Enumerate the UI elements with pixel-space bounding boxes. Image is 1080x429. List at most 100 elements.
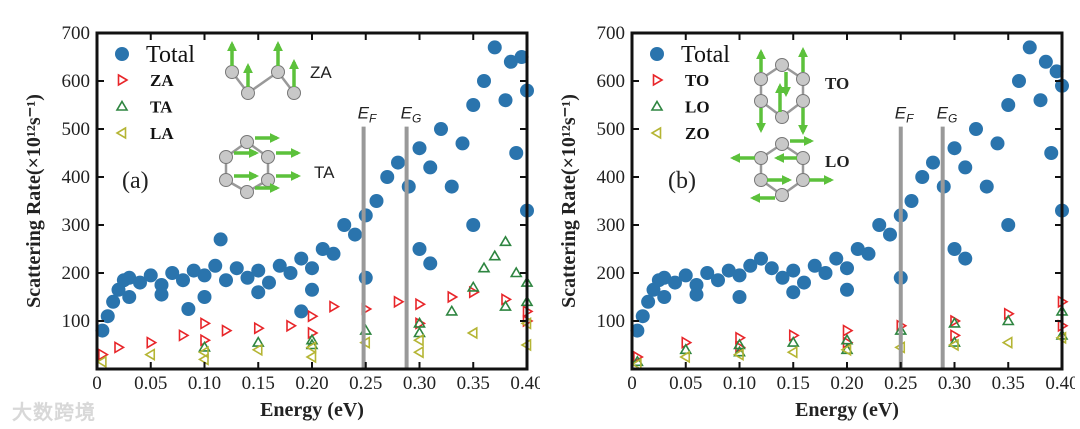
data-points — [630, 40, 1069, 371]
data-point-ta — [488, 249, 502, 261]
arrow-head — [270, 183, 280, 193]
energy-marker-subscript: F — [906, 112, 914, 126]
x-tick-label: 0.40 — [1045, 373, 1075, 394]
chart-panel-b: EF EG 100 200 300 400 500 600 700 0 0.05 0.10 0.15 0.… — [558, 23, 1075, 421]
data-point-total — [732, 268, 747, 283]
data-point-total — [657, 270, 672, 285]
data-point-ta — [509, 266, 523, 278]
data-point-total — [947, 141, 962, 156]
y-tick-label: 700 — [62, 23, 91, 44]
data-point-zo — [786, 345, 798, 359]
data-point-la — [466, 326, 478, 340]
data-point-total — [412, 141, 427, 156]
data-point-total — [732, 290, 747, 304]
data-point-total — [915, 170, 930, 184]
data-point-total — [743, 258, 758, 273]
atom — [240, 185, 254, 199]
data-point-la — [95, 355, 107, 369]
y-tick-label: 600 — [62, 71, 91, 92]
data-point-ta — [445, 304, 459, 316]
watermark: 大数跨境 — [12, 400, 96, 424]
data-point-total — [668, 275, 682, 290]
data-point-total — [641, 294, 656, 309]
data-point-total — [305, 261, 319, 276]
data-point-za — [447, 290, 459, 304]
data-point-total — [503, 54, 518, 69]
data-point-la — [197, 353, 209, 366]
data-point-la — [144, 348, 156, 361]
arrow-head — [243, 63, 253, 73]
y-tick-label: 500 — [62, 119, 91, 140]
data-point-total — [154, 287, 169, 302]
data-point-total — [711, 273, 725, 288]
arrow-head — [774, 153, 784, 163]
data-point-za — [415, 297, 427, 311]
data-point-total — [143, 268, 158, 283]
data-point-total — [208, 258, 223, 273]
data-point-za — [178, 329, 190, 342]
data-point-total — [797, 275, 811, 290]
data-point-total — [251, 263, 266, 278]
y-tick-label: 400 — [597, 167, 626, 188]
data-point-total — [818, 266, 833, 280]
y-axis-title: Scattering Rate(×10¹²s⁻¹) — [23, 94, 45, 308]
data-point-total — [305, 282, 319, 297]
atom — [225, 65, 239, 79]
data-point-total — [455, 136, 470, 151]
x-tick-label: 0.25 — [349, 373, 382, 394]
data-point-total — [197, 290, 212, 304]
data-point-zo — [630, 357, 642, 371]
data-point-zo — [1001, 336, 1013, 349]
data-point-total — [861, 246, 876, 261]
data-point-la — [305, 341, 317, 354]
data-point-total — [630, 323, 645, 338]
atom — [271, 65, 285, 79]
data-point-total — [1038, 54, 1053, 69]
data-point-total — [444, 179, 459, 194]
data-point-total — [872, 218, 887, 232]
y-tick-label: 500 — [597, 119, 626, 140]
data-point-total — [700, 266, 715, 280]
atom — [219, 150, 233, 164]
legend-marker-la — [115, 126, 127, 140]
atom — [754, 173, 768, 187]
data-point-za — [307, 309, 319, 323]
data-point-total — [337, 218, 352, 232]
data-point-total — [122, 270, 137, 285]
data-point-ta — [477, 261, 491, 273]
atom — [261, 150, 275, 164]
energy-marker-subscript: G — [412, 112, 421, 126]
arrow-head — [249, 171, 259, 181]
y-tick-label: 600 — [597, 71, 626, 92]
legend-label-total: Total — [681, 42, 730, 68]
x-tick-label: 0.30 — [403, 373, 436, 394]
data-point-total — [1022, 40, 1037, 55]
atom — [241, 86, 255, 100]
legend-label-ta: TA — [150, 98, 173, 117]
legend-marker-total — [115, 47, 129, 61]
data-point-zo — [679, 350, 691, 364]
data-point-total — [213, 232, 228, 247]
data-point-lo — [786, 336, 800, 347]
data-point-total — [348, 227, 362, 242]
data-point-la — [412, 345, 424, 359]
data-point-lo — [1001, 314, 1015, 326]
data-point-total — [926, 155, 940, 170]
y-tick-label: 300 — [62, 215, 91, 236]
data-point-total — [272, 258, 287, 273]
atom — [287, 86, 301, 100]
data-point-total — [840, 261, 854, 276]
data-point-total — [197, 268, 212, 283]
atom — [775, 110, 789, 124]
atom — [754, 72, 768, 86]
legend-marker-za — [117, 73, 129, 87]
atom — [240, 135, 254, 149]
y-tick-label: 700 — [597, 23, 626, 44]
data-point-total — [95, 323, 110, 338]
inset-label-za: ZA — [310, 63, 332, 82]
energy-marker-label: EF — [895, 104, 914, 126]
data-point-total — [678, 268, 693, 283]
data-point-total — [466, 218, 481, 232]
x-tick-label: 0.30 — [938, 373, 971, 394]
energy-marker-subscript: G — [948, 112, 957, 126]
